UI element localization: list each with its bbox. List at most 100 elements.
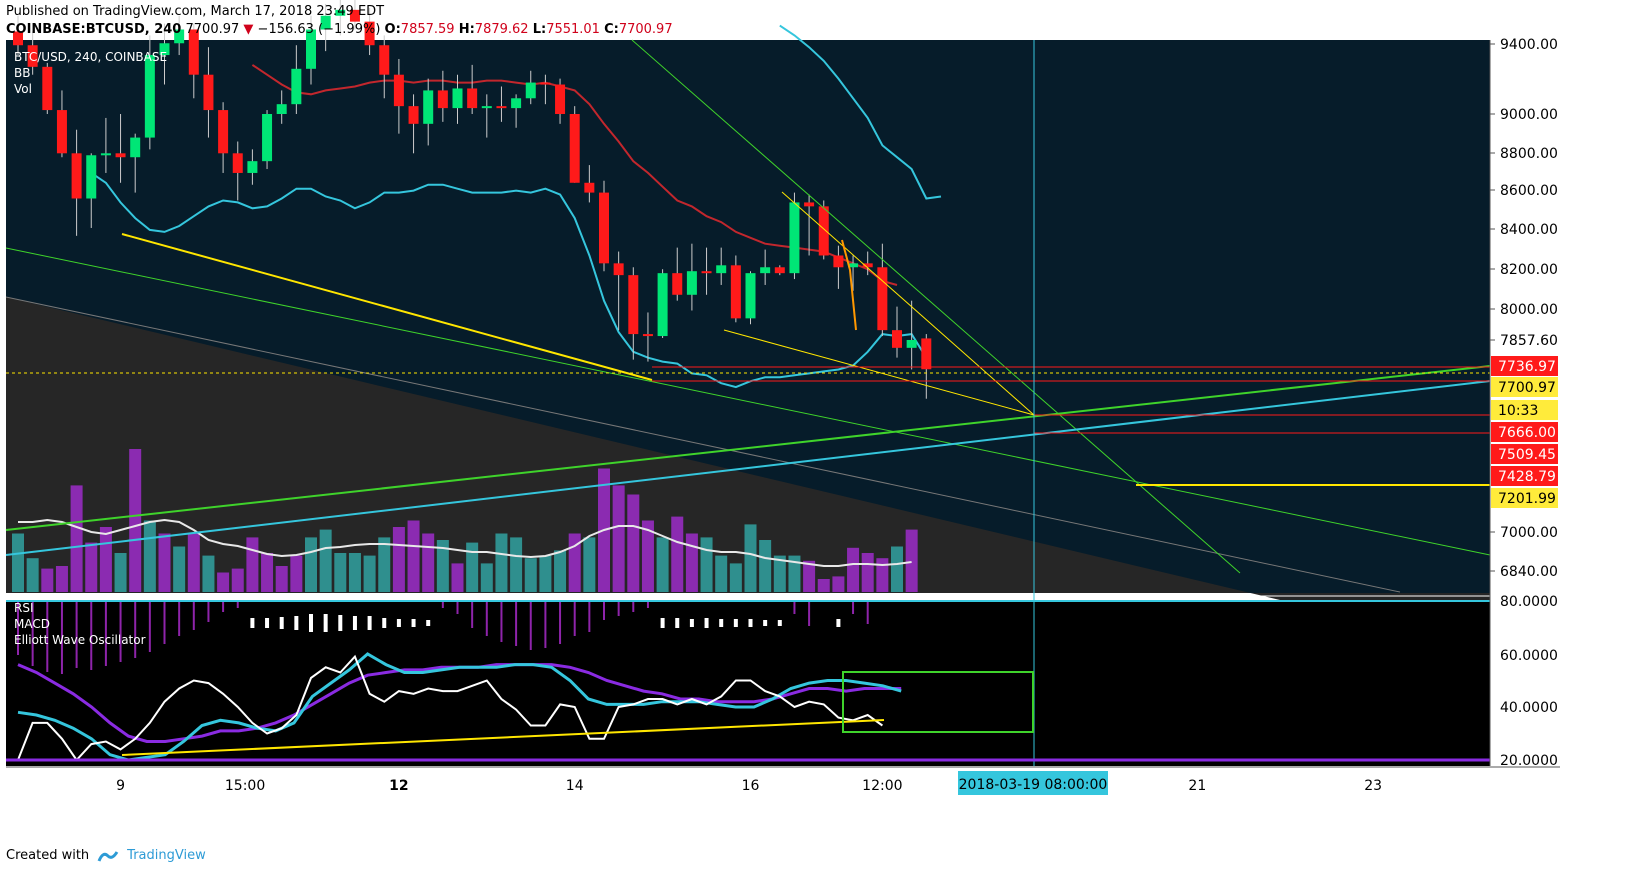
candle-body (306, 29, 316, 69)
price-change: −156.63 (−1.99%) (257, 22, 381, 37)
volume-bar (290, 555, 303, 592)
volume-bar (612, 485, 625, 592)
volume-bar (378, 537, 391, 592)
footer: Created with TradingView (6, 848, 206, 863)
tradingview-logo-icon[interactable] (97, 849, 119, 863)
volume-bar (759, 540, 772, 592)
candle-body (159, 43, 170, 56)
volume-bar (524, 558, 537, 592)
y-tick-label: 8400.00 (1500, 222, 1558, 238)
candle-body (672, 273, 683, 295)
volume-bar (129, 449, 142, 592)
volume-bar (788, 555, 801, 592)
price-tag (1491, 400, 1558, 420)
volume-bar (817, 579, 830, 592)
ewo-bar (352, 616, 357, 630)
volume-bar (348, 553, 361, 592)
candle-body (71, 153, 82, 199)
volume-bar (114, 553, 127, 592)
ewo-bar (265, 618, 270, 628)
ewo-bar (675, 618, 680, 628)
candle-body (716, 265, 727, 274)
volume-bar (700, 537, 713, 592)
volume-bar (773, 555, 786, 592)
down-arrow-icon: ▼ (243, 22, 254, 37)
candle-body (657, 273, 668, 337)
x-tick-label: 16 (742, 778, 760, 794)
ewo-bar (338, 615, 343, 631)
ewo-bar (777, 620, 782, 626)
ewo-bar (660, 618, 665, 628)
crosshair-time-tag (958, 771, 1108, 795)
volume-bar (187, 533, 200, 592)
candle-body (42, 66, 53, 111)
ewo-bar (309, 614, 313, 632)
volume-bar (861, 553, 874, 592)
macd-legend: MACD (14, 617, 50, 631)
volume-bar (847, 547, 860, 592)
volume-bar (876, 558, 889, 592)
volume-bar (539, 555, 552, 592)
ewo-bar (279, 617, 284, 629)
x-tick-label: 23 (1364, 778, 1382, 794)
candle-body (130, 137, 141, 158)
volume-bar (305, 537, 317, 592)
ewo-bar (836, 619, 841, 627)
lower-pane (6, 600, 1490, 766)
volume-bar (202, 555, 215, 592)
lower-y-tick-label: 20.0000 (1500, 753, 1558, 769)
channel-upper-line (5, 296, 1401, 593)
candle-body (804, 202, 815, 207)
price-tag-label: 7736.97 (1498, 359, 1556, 375)
candle-body (115, 153, 126, 158)
candle-body (642, 334, 653, 337)
low-label: L: (532, 22, 547, 37)
ewo-bar (733, 619, 738, 627)
y-tick-label: 8200.00 (1500, 262, 1558, 278)
volume-bar (436, 540, 449, 592)
lower-y-tick-label: 40.0000 (1500, 700, 1558, 716)
yellow-trendline-descending (781, 191, 1035, 416)
symbol-legend: BTC/USD, 240, COINBASE (14, 50, 167, 64)
candle-body (467, 88, 478, 109)
candle-body (437, 90, 448, 109)
ewo-bar (250, 618, 255, 628)
y-tick-label: 8800.00 (1500, 146, 1558, 162)
candle-body (188, 29, 199, 75)
yellow-trendline-lower (121, 233, 653, 381)
open-label: O: (384, 22, 401, 37)
candle-body (569, 114, 580, 183)
tradingview-brand-link[interactable]: TradingView (127, 848, 206, 863)
candle-body (525, 82, 536, 99)
x-tick-label: 12:00 (862, 778, 902, 794)
volume-bar (275, 566, 288, 592)
y-tick-label: 9400.00 (1500, 37, 1558, 53)
candle-body (408, 106, 419, 124)
candle-body (628, 275, 639, 335)
ewo-bar (689, 619, 694, 627)
published-text: Published on TradingView.com, March 17, … (6, 4, 385, 19)
y-tick-label: 7000.00 (1500, 525, 1558, 541)
price-tag (1491, 377, 1558, 397)
candle-body (892, 330, 902, 348)
candle-body (452, 88, 463, 109)
ewo-bar (367, 616, 372, 630)
y-tick-label: 7857.60 (1500, 333, 1558, 349)
candle-body (423, 90, 434, 124)
price-tag-label: 7700.97 (1498, 380, 1556, 396)
candle-body (686, 271, 697, 295)
candle-body (760, 267, 771, 274)
orange-fib-line (841, 239, 857, 331)
rsi-support-line (121, 719, 885, 756)
ewo-bar (396, 619, 401, 627)
volume-bar (422, 533, 435, 592)
volume-bar (685, 533, 698, 592)
macd-line (17, 652, 902, 762)
y-tick-label: 8600.00 (1500, 183, 1558, 199)
volume-bar (158, 533, 171, 592)
candle-body (320, 15, 331, 30)
ewo-bar (719, 619, 724, 627)
ewo-bar (763, 620, 768, 626)
candle-body (862, 263, 873, 268)
